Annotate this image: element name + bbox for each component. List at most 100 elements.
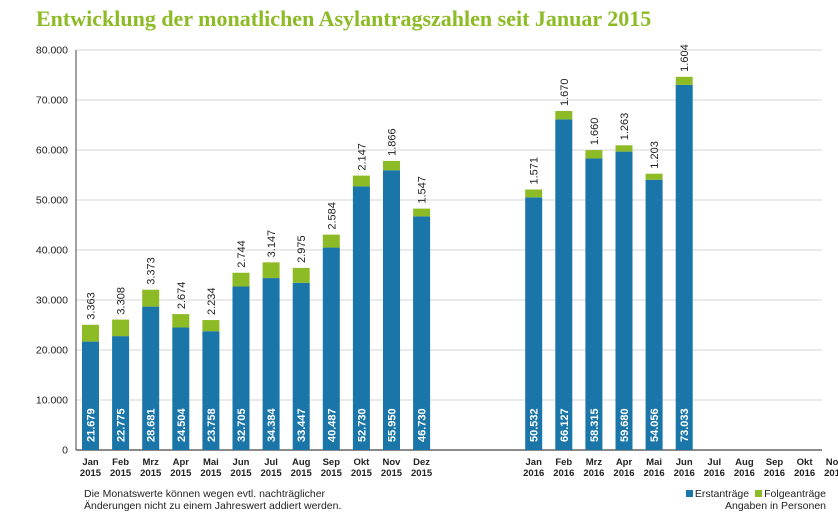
data-label-erstantraege: 50.532	[529, 408, 541, 442]
legend-swatch-folgeantraege	[755, 490, 763, 497]
bar-folgeantraege	[202, 320, 220, 332]
data-label-erstantraege: 46.730	[417, 408, 429, 442]
x-tick-label-month: Jan	[82, 457, 99, 468]
bar-folgeantraege	[383, 160, 400, 171]
bar-erstantraege	[292, 282, 310, 450]
x-tick-label-month: Aug	[292, 457, 311, 468]
x-tick-label-year: 2015	[381, 468, 403, 479]
data-label-folgeantraege: 1.660	[589, 118, 601, 146]
x-tick-label-year: 2016	[734, 468, 755, 479]
data-label-erstantraege: 32.705	[236, 408, 248, 442]
x-tick-label-year: 2016	[644, 468, 665, 479]
data-label-folgeantraege: 2.674	[176, 282, 188, 310]
bar-erstantraege	[112, 336, 130, 450]
x-tick-label-month: Jun	[676, 457, 693, 468]
data-label-erstantraege: 23.758	[206, 408, 218, 442]
y-tick-label: 0	[62, 445, 68, 457]
data-label-folgeantraege: 1.866	[387, 128, 399, 156]
data-label-erstantraege: 58.315	[589, 408, 601, 442]
bar-folgeantraege	[82, 324, 99, 342]
y-tick-label: 80.000	[36, 45, 68, 57]
bar-erstantraege	[585, 158, 603, 451]
data-label-folgeantraege: 1.263	[619, 113, 631, 141]
bar-erstantraege	[232, 286, 250, 450]
x-tick-label-month: Dez	[413, 457, 430, 468]
chart-title: Entwicklung der monatlichen Asylantragsz…	[36, 6, 652, 31]
y-tick-label: 50.000	[36, 195, 68, 207]
x-tick-label-month: Mrz	[586, 457, 603, 468]
bar-erstantraege	[413, 216, 431, 450]
legend-label-erstantraege: Erstanträge	[694, 488, 750, 500]
data-label-erstantraege: 21.679	[86, 408, 98, 442]
bar-erstantraege	[645, 179, 663, 450]
x-tick-label-month: Jan	[526, 457, 543, 468]
data-label-erstantraege: 59.680	[619, 408, 631, 442]
x-tick-label-month: Sep	[766, 457, 784, 468]
data-label-folgeantraege: 2.744	[236, 240, 248, 268]
bar-folgeantraege	[645, 173, 663, 180]
data-label-folgeantraege: 2.147	[356, 143, 368, 171]
bar-erstantraege	[615, 151, 633, 450]
stacked-bar-chart: 0 10.000 20.000 30.000 40.000 50.000 60.000 70.…	[36, 44, 838, 479]
x-tick-label-year: 2015	[110, 468, 132, 479]
footnote-line-2: Änderungen nicht zu einem Jahreswert add…	[84, 500, 342, 512]
y-tick-label: 30.000	[36, 295, 68, 307]
bar-folgeantraege	[555, 111, 573, 120]
footnote-line-1: Die Monatswerte können wegen evtl. nacht…	[84, 488, 326, 500]
data-label-folgeantraege: 3.308	[116, 287, 128, 315]
x-tick-label-year: 2016	[674, 468, 695, 479]
x-tick-label-month: Apr	[616, 457, 633, 468]
bar-erstantraege	[383, 170, 400, 450]
x-tick-label-year: 2016	[583, 468, 604, 479]
bar-folgeantraege	[413, 208, 431, 217]
bar-erstantraege	[172, 327, 190, 450]
data-label-erstantraege: 22.775	[116, 408, 128, 442]
y-tick-label: 20.000	[36, 345, 68, 357]
x-tick-label-year: 2015	[140, 468, 162, 479]
data-label-erstantraege: 24.504	[176, 407, 188, 442]
bar-folgeantraege	[142, 289, 160, 307]
data-label-erstantraege: 52.730	[356, 408, 368, 442]
data-label-folgeantraege: 3.373	[146, 257, 158, 285]
data-label-folgeantraege: 2.584	[326, 202, 338, 230]
data-label-erstantraege: 34.384	[266, 407, 278, 442]
data-label-folgeantraege: 2.975	[296, 235, 308, 263]
data-label-erstantraege: 33.447	[296, 408, 308, 442]
x-tick-label-year: 2015	[321, 468, 343, 479]
data-label-folgeantraege: 3.363	[86, 292, 98, 320]
x-tick-label-year: 2015	[411, 468, 433, 479]
x-tick-label-month: Jul	[264, 457, 278, 468]
x-tick-label-month: Nov	[383, 457, 402, 468]
x-tick-label-year: 2015	[200, 468, 222, 479]
bar-folgeantraege	[675, 76, 693, 85]
bar-erstantraege	[262, 278, 280, 450]
data-label-folgeantraege: 3.147	[266, 230, 278, 258]
legend-swatch-erstantraege	[685, 490, 693, 497]
bar-erstantraege	[82, 341, 99, 450]
bar-erstantraege	[555, 119, 573, 451]
data-label-folgeantraege: 1.670	[559, 78, 571, 106]
bar-erstantraege	[675, 84, 693, 451]
x-tick-label-year: 2016	[553, 468, 574, 479]
bar-folgeantraege	[232, 272, 250, 287]
bar-erstantraege	[352, 186, 370, 450]
data-label-erstantraege: 55.950	[387, 408, 399, 442]
x-tick-label-year: 2015	[351, 468, 373, 479]
data-label-erstantraege: 28.681	[146, 408, 158, 442]
x-tick-label-month: Feb	[112, 457, 129, 468]
x-tick-label-year: 2015	[80, 468, 102, 479]
x-tick-label-month: Mrz	[143, 457, 160, 468]
data-label-folgeantraege: 2.234	[206, 288, 218, 316]
bar-erstantraege	[322, 247, 340, 450]
x-tick-label-month: Jul	[707, 457, 721, 468]
data-label-erstantraege: 73.033	[679, 408, 691, 442]
x-tick-label-year: 2015	[170, 468, 192, 479]
footnote: Die Monatswerte können wegen evtl. nacht…	[84, 488, 341, 512]
bar-folgeantraege	[262, 262, 280, 279]
y-tick-label: 60.000	[36, 145, 68, 157]
bar-folgeantraege	[352, 175, 370, 187]
bar-folgeantraege	[525, 189, 543, 198]
legend-label-folgeantraege: Folgeanträge	[764, 488, 826, 500]
y-tick-label: 70.000	[36, 95, 68, 107]
x-tick-label-year: 2015	[291, 468, 313, 479]
